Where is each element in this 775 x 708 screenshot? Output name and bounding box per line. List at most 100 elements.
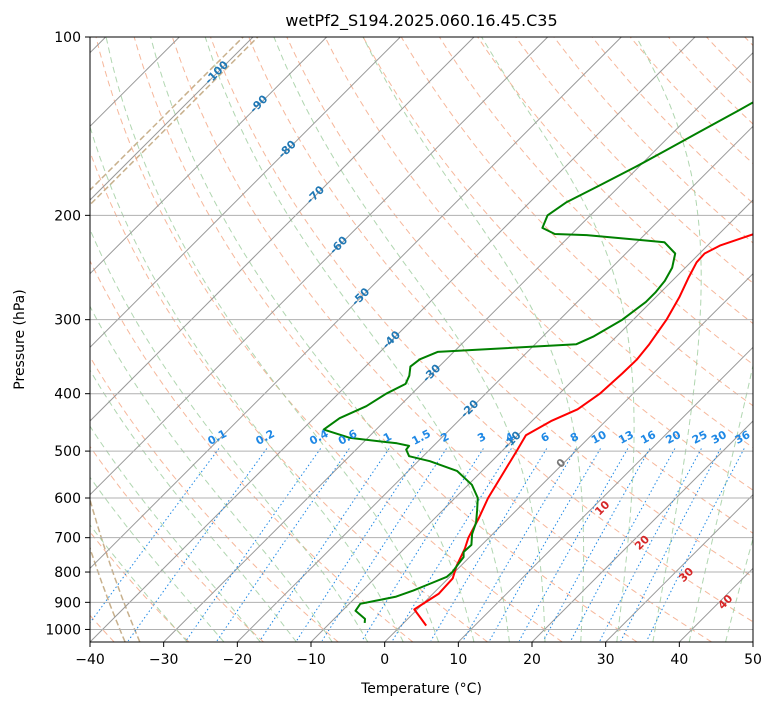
isotherm-line bbox=[90, 37, 401, 349]
mixing-ratio-line bbox=[430, 448, 548, 642]
moist-adiabat bbox=[90, 476, 225, 642]
isotherm-line bbox=[531, 420, 753, 642]
dry-adiabat bbox=[400, 37, 753, 407]
mixing-ratio-label: 6 bbox=[539, 430, 552, 445]
dry-adiabat bbox=[90, 355, 339, 642]
x-tick-label: −20 bbox=[223, 652, 253, 668]
moist-adiabat bbox=[90, 228, 369, 642]
mixing-ratio-line bbox=[518, 448, 629, 642]
moist-adiabat bbox=[725, 536, 753, 642]
x-tick-label: 30 bbox=[597, 652, 615, 668]
moist-adiabat bbox=[273, 37, 546, 642]
moist-adiabat bbox=[150, 37, 475, 642]
x-tick-label: 20 bbox=[523, 652, 541, 668]
y-tick-label: 1000 bbox=[45, 622, 81, 638]
y-axis-label: Pressure (hPa) bbox=[12, 289, 28, 389]
mixing-ratio-line bbox=[361, 448, 484, 642]
moist-adiabat bbox=[90, 125, 404, 642]
isotherm-line bbox=[90, 37, 549, 496]
dry-adiabat bbox=[90, 259, 414, 642]
moist-adiabat bbox=[90, 305, 333, 642]
mixing-ratio-label: 0.6 bbox=[336, 427, 360, 448]
y-tick-label: 900 bbox=[54, 595, 81, 611]
y-tick-label: 500 bbox=[54, 444, 81, 460]
mixing-ratio-label: 0.2 bbox=[253, 427, 276, 448]
mixing-ratio-label: 3 bbox=[475, 430, 488, 445]
y-tick-label: 100 bbox=[54, 30, 81, 46]
mixing-ratio-line bbox=[489, 448, 601, 642]
dry-adiabat bbox=[477, 37, 753, 325]
mixing-ratio-label: 0.1 bbox=[206, 427, 229, 448]
moist-adiabat bbox=[90, 369, 297, 642]
mixing-ratio-label: 20 bbox=[663, 428, 683, 447]
mixing-ratio-label: 13 bbox=[616, 428, 636, 447]
dry-adiabat bbox=[438, 37, 753, 365]
y-axis: 100 200 300 400 500 600 700 800 900 1000 bbox=[45, 30, 90, 638]
y-tick-label: 800 bbox=[54, 565, 81, 581]
x-axis: −40 −30 −20 −10 0 10 20 30 40 50 bbox=[75, 642, 762, 668]
dry-adiabat bbox=[248, 37, 753, 578]
mixing-ratio-label: 36 bbox=[733, 428, 753, 447]
chart-title: wetPf2_S194.2025.060.16.45.C35 bbox=[285, 11, 557, 31]
dry-adiabat bbox=[668, 37, 753, 125]
mixing-ratio-label: 16 bbox=[638, 428, 658, 447]
dry-adiabat bbox=[706, 37, 753, 86]
mixing-ratio-line bbox=[216, 448, 350, 642]
y-tick-label: 300 bbox=[54, 313, 81, 329]
y-tick-label: 600 bbox=[54, 491, 81, 507]
profile-series bbox=[322, 101, 753, 627]
y-tick-label: 700 bbox=[54, 531, 81, 547]
standard-atmosphere-line bbox=[90, 37, 259, 642]
moist-adiabat bbox=[204, 37, 510, 642]
mixing-ratio-line bbox=[259, 448, 390, 642]
isotherm-line bbox=[457, 346, 753, 642]
mixing-ratio-line bbox=[127, 448, 268, 642]
isotherm-line bbox=[678, 567, 753, 642]
x-tick-label: 0 bbox=[380, 652, 389, 668]
x-axis-label: Temperature (°C) bbox=[360, 681, 482, 697]
moist-adiabat bbox=[635, 37, 702, 642]
moist-adiabat bbox=[481, 37, 635, 642]
dry-adiabat bbox=[95, 37, 563, 642]
mixing-ratio-line bbox=[321, 448, 447, 642]
moist-adiabat bbox=[688, 363, 753, 642]
isotherm-line bbox=[163, 51, 753, 642]
isotherm-line bbox=[90, 37, 254, 201]
dry-adiabat-label: 20 bbox=[632, 533, 652, 553]
y-tick-label: 400 bbox=[54, 387, 81, 403]
dry-adiabat bbox=[171, 37, 712, 642]
dry-adiabat bbox=[324, 37, 753, 491]
isotherm-line bbox=[90, 37, 475, 422]
moist-adiabat bbox=[90, 425, 261, 642]
dewpoint-line bbox=[322, 101, 753, 623]
mixing-ratio-line bbox=[542, 448, 651, 642]
dry-adiabat bbox=[90, 150, 488, 642]
mixing-ratio-label: 1.5 bbox=[410, 427, 433, 448]
x-tick-label: 10 bbox=[449, 652, 467, 668]
dry-adiabat bbox=[629, 37, 753, 165]
moist-adiabat bbox=[362, 37, 585, 642]
x-tick-label: 40 bbox=[670, 652, 688, 668]
dry-adiabat bbox=[90, 445, 264, 642]
isotherm-line bbox=[90, 37, 622, 570]
dry-adiabat bbox=[210, 37, 753, 623]
x-tick-label: −30 bbox=[149, 652, 179, 668]
dry-adiabat-label: 0 bbox=[554, 456, 569, 471]
plot-frame bbox=[89, 36, 754, 643]
mixing-ratio-line bbox=[296, 448, 424, 642]
mixing-ratio-label: 25 bbox=[690, 428, 710, 447]
y-tick-label: 200 bbox=[54, 208, 81, 224]
mixing-ratio-label: 8 bbox=[568, 430, 581, 445]
mixing-ratio-line bbox=[646, 448, 745, 642]
isotherm-line bbox=[310, 199, 753, 642]
temperature-line bbox=[413, 233, 753, 627]
pressure-gridlines bbox=[90, 37, 753, 630]
isotherm-line bbox=[605, 493, 753, 642]
background-lines bbox=[90, 37, 753, 642]
x-tick-label: 50 bbox=[744, 652, 762, 668]
x-tick-label: −40 bbox=[75, 652, 105, 668]
x-tick-label: −10 bbox=[296, 652, 326, 668]
mixing-ratio-label: 2 bbox=[438, 430, 451, 445]
mixing-ratio-line bbox=[90, 448, 220, 624]
